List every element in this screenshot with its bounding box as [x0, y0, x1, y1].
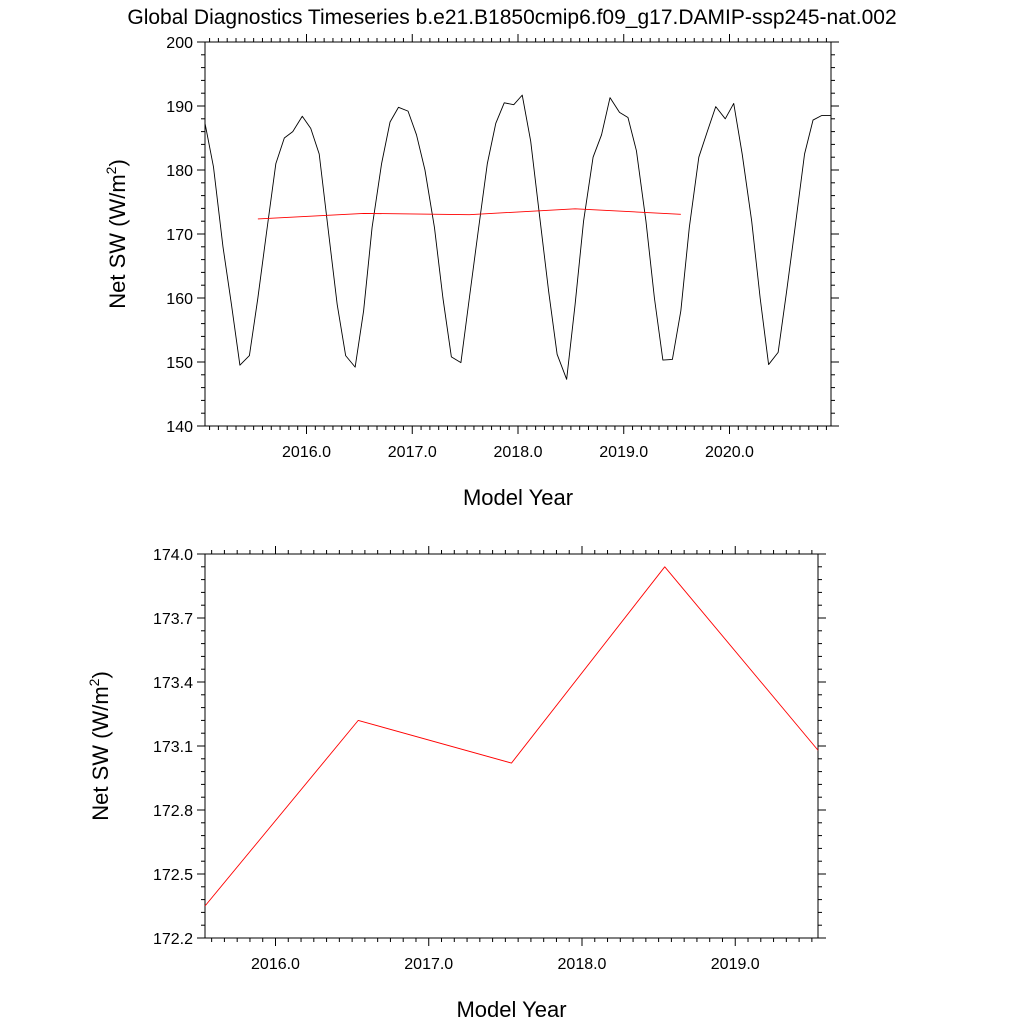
y-tick-label: 174.0	[153, 547, 193, 564]
y-tick-label: 173.7	[153, 611, 193, 628]
x-tick-label: 2020.0	[705, 444, 754, 461]
x-tick-label: 2017.0	[388, 444, 437, 461]
annual-mean-series-line	[204, 566, 819, 907]
y-tick-label: 172.5	[153, 867, 193, 884]
plot-frame	[204, 553, 819, 939]
x-axis-label: Model Year	[456, 997, 566, 1022]
y-axis-label: Net SW (W/m2)	[86, 671, 113, 821]
y-tick-label: 180	[166, 163, 193, 180]
y-axis-label-close: )	[105, 159, 130, 166]
annual-mean-series-line	[257, 208, 681, 220]
y-tick-label: 150	[166, 355, 193, 372]
x-tick-label: 2018.0	[558, 956, 607, 973]
y-tick-label: 190	[166, 99, 193, 116]
monthly-series-line	[204, 94, 831, 380]
y-axis-label-close: )	[88, 671, 113, 678]
y-axis-label-superscript: 2	[86, 678, 102, 686]
y-axis-label-superscript: 2	[103, 166, 119, 174]
y-tick-label: 200	[166, 35, 193, 52]
timeseries-panel-annual: 172.2 172.5 172.8 173.1 173.4 173.7 174.0 2016.…	[86, 546, 826, 1022]
x-tick-label: 2019.0	[711, 956, 760, 973]
x-tick-label: 2016.0	[282, 444, 331, 461]
y-tick-label: 172.8	[153, 803, 193, 820]
y-tick-label: 173.4	[153, 675, 193, 692]
x-tick-label: 2018.0	[494, 444, 543, 461]
y-tick-label: 170	[166, 227, 193, 244]
figure-title: Global Diagnostics Timeseries b.e21.B185…	[127, 6, 896, 29]
y-tick-label: 173.1	[153, 739, 193, 756]
x-tick-label: 2016.0	[251, 956, 300, 973]
timeseries-panel-monthly: 140 150 160 170 180 190 200 2016.0 2017.0 2018.0 2…	[103, 34, 839, 510]
y-tick-label: 140	[166, 419, 193, 436]
y-axis-label: Net SW (W/m2)	[103, 159, 130, 309]
x-tick-label: 2019.0	[599, 444, 648, 461]
x-axis-label: Model Year	[463, 485, 573, 510]
y-tick-label: 160	[166, 291, 193, 308]
y-tick-label: 172.2	[153, 931, 193, 948]
x-tick-label: 2017.0	[404, 956, 453, 973]
